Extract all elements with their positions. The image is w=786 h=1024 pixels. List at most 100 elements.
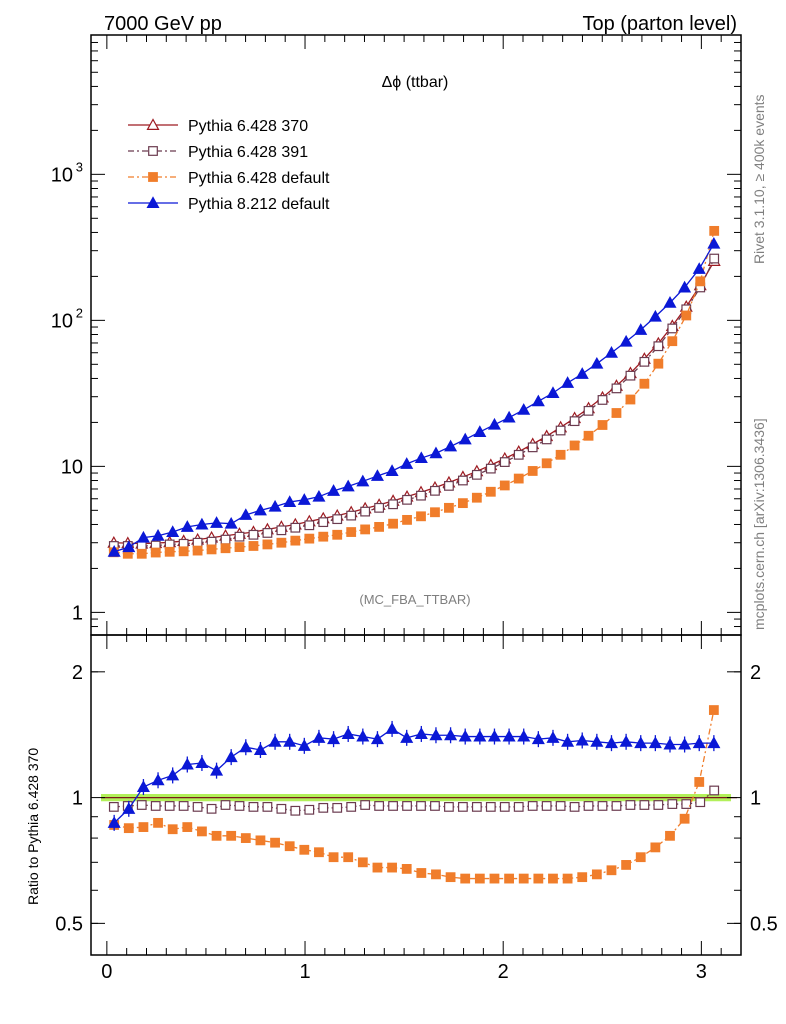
data-point (220, 543, 231, 554)
data-point (262, 802, 273, 812)
data-point (648, 736, 662, 749)
data-point (625, 800, 636, 810)
data-point (619, 334, 633, 347)
data-point (297, 493, 311, 505)
data-point (240, 833, 251, 843)
data-point (416, 868, 427, 878)
data-point (473, 729, 487, 742)
data-point (430, 485, 440, 496)
header-right: Top (parton level) (582, 13, 737, 35)
data-point (332, 529, 343, 540)
data-point (312, 731, 326, 743)
x-tick-label: 0 (101, 961, 112, 983)
data-point (402, 494, 412, 505)
plot-title: Δϕ (ttbar) (382, 74, 449, 91)
y-tick-label: 10 (51, 310, 73, 332)
data-point (402, 514, 412, 525)
data-point (445, 872, 456, 883)
data-point (328, 852, 339, 863)
data-point (374, 521, 385, 532)
data-point (460, 873, 471, 884)
data-point (597, 801, 608, 811)
data-point (611, 801, 622, 811)
data-point (327, 484, 341, 496)
data-point (107, 816, 121, 828)
data-point (569, 416, 580, 427)
rivet-label: Rivet 3.1.10, ≥ 400k events (751, 94, 767, 264)
data-point (634, 323, 648, 335)
data-point (151, 773, 165, 786)
data-point (195, 517, 209, 530)
data-point (625, 370, 636, 381)
data-point (304, 520, 315, 531)
data-point (653, 358, 664, 369)
data-point (153, 817, 163, 828)
data-point (220, 800, 231, 810)
analysis-watermark: (MC_FBA_TTBAR) (359, 592, 470, 607)
data-point (107, 545, 121, 557)
data-point (192, 545, 203, 556)
data-point (374, 502, 385, 513)
y-tick-label-right: 1 (750, 788, 761, 810)
data-point (513, 449, 524, 460)
data-point (206, 544, 217, 555)
data-point (429, 728, 443, 741)
data-point (178, 801, 189, 811)
data-point (180, 757, 194, 770)
data-point (527, 442, 538, 453)
legend-label: Pythia 6.428 391 (188, 144, 308, 161)
data-point (248, 541, 259, 551)
data-point (234, 542, 245, 552)
data-point (527, 466, 538, 476)
data-point (290, 805, 301, 816)
data-point (360, 800, 371, 810)
data-point (318, 531, 329, 542)
data-point (606, 865, 617, 876)
data-point (304, 804, 315, 815)
data-point (276, 525, 287, 536)
data-point (290, 522, 301, 533)
data-point (388, 499, 398, 510)
data-point (575, 367, 589, 379)
data-point (471, 492, 482, 503)
data-point (253, 503, 267, 516)
data-point (248, 529, 259, 540)
y-tick-label: 1 (72, 602, 83, 624)
data-point (262, 528, 273, 538)
data-point (414, 727, 428, 739)
data-point (220, 534, 231, 545)
data-point (590, 356, 604, 369)
series-line-pythia-6-428-default (113, 230, 715, 555)
data-point (639, 356, 650, 367)
data-point (591, 869, 602, 880)
data-point (262, 539, 273, 550)
data-point (234, 531, 245, 542)
data-point (182, 822, 193, 832)
data-point (611, 408, 622, 418)
data-point (332, 802, 343, 813)
data-point (513, 802, 524, 812)
data-point (136, 530, 150, 543)
data-point (457, 498, 468, 509)
data-point (166, 768, 180, 781)
data-point (343, 852, 354, 863)
data-point (178, 546, 189, 557)
data-point (487, 729, 501, 742)
data-point (471, 469, 482, 480)
data-point (474, 873, 485, 884)
data-point (304, 533, 315, 544)
data-point (604, 346, 619, 358)
x-tick-label: 1 (299, 961, 310, 983)
data-point (569, 802, 580, 812)
legend-marker (146, 118, 160, 130)
data-point (555, 449, 566, 460)
data-point (650, 842, 661, 853)
data-point (167, 824, 178, 835)
data-point (531, 732, 545, 745)
y-tick-label: 10 (61, 456, 83, 478)
data-point (400, 457, 414, 469)
y-tick-label-exponent: 2 (76, 305, 83, 320)
data-point (166, 525, 180, 538)
